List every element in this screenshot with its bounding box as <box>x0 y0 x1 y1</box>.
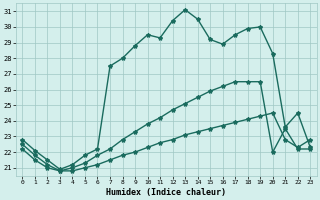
X-axis label: Humidex (Indice chaleur): Humidex (Indice chaleur) <box>106 188 226 197</box>
